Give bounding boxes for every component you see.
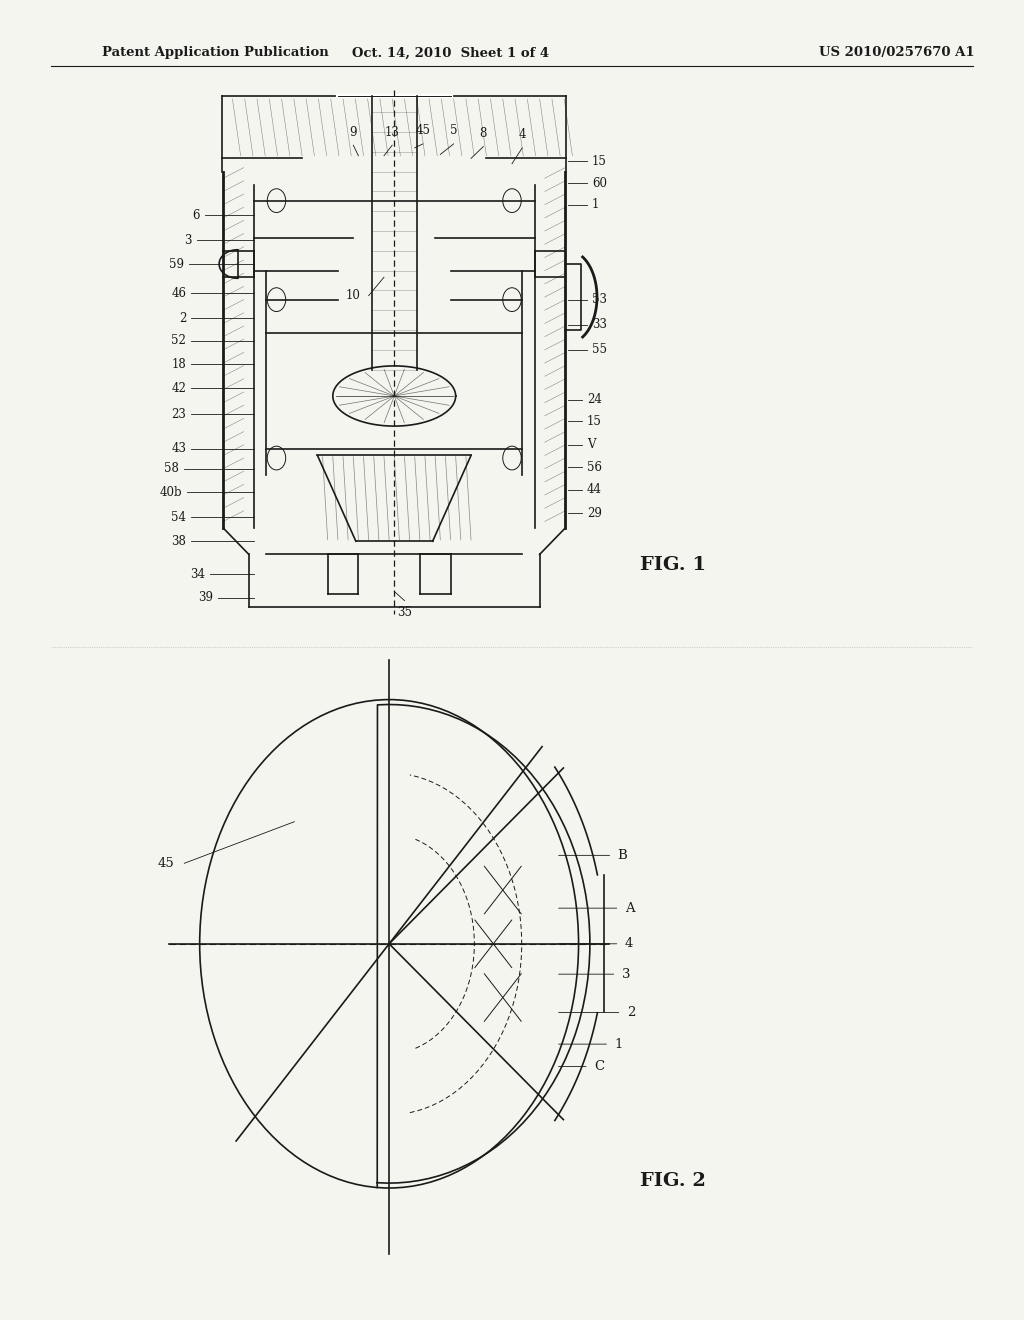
Text: 38: 38 [171, 535, 186, 548]
Text: 18: 18 [172, 358, 186, 371]
Text: 43: 43 [171, 442, 186, 455]
Text: 24: 24 [587, 393, 602, 407]
Text: Oct. 14, 2010  Sheet 1 of 4: Oct. 14, 2010 Sheet 1 of 4 [352, 46, 549, 59]
Text: 2: 2 [627, 1006, 635, 1019]
Text: 53: 53 [592, 293, 607, 306]
Text: 1: 1 [592, 198, 599, 211]
Text: 60: 60 [592, 177, 607, 190]
Text: 34: 34 [189, 568, 205, 581]
Text: 44: 44 [587, 483, 602, 496]
Text: Patent Application Publication: Patent Application Publication [102, 46, 329, 59]
Text: 3: 3 [184, 234, 191, 247]
Text: 13: 13 [385, 125, 399, 139]
Text: 56: 56 [587, 461, 602, 474]
Text: 39: 39 [198, 591, 213, 605]
Text: 4: 4 [625, 937, 633, 950]
Text: 58: 58 [164, 462, 179, 475]
Text: 52: 52 [171, 334, 186, 347]
Text: 15: 15 [587, 414, 602, 428]
Text: 10: 10 [345, 289, 360, 302]
Text: 42: 42 [171, 381, 186, 395]
Text: 9: 9 [349, 125, 357, 139]
Text: 55: 55 [592, 343, 607, 356]
Text: 46: 46 [171, 286, 186, 300]
Text: 54: 54 [171, 511, 186, 524]
Text: 23: 23 [171, 408, 186, 421]
Text: 3: 3 [622, 968, 630, 981]
Text: 33: 33 [592, 318, 607, 331]
Text: FIG. 1: FIG. 1 [640, 556, 707, 574]
Text: 6: 6 [193, 209, 200, 222]
Text: 45: 45 [158, 857, 174, 870]
Text: 59: 59 [169, 257, 184, 271]
Text: 40b: 40b [160, 486, 182, 499]
Text: 2: 2 [179, 312, 186, 325]
Text: 35: 35 [397, 606, 412, 619]
Text: 15: 15 [592, 154, 607, 168]
Text: B: B [617, 849, 628, 862]
Text: 1: 1 [614, 1038, 623, 1051]
Text: 29: 29 [587, 507, 602, 520]
Text: US 2010/0257670 A1: US 2010/0257670 A1 [819, 46, 975, 59]
Text: FIG. 2: FIG. 2 [640, 1172, 706, 1191]
Text: C: C [594, 1060, 604, 1073]
Text: 5: 5 [450, 124, 458, 137]
Text: V: V [587, 438, 595, 451]
Text: 8: 8 [479, 127, 487, 140]
Text: 4: 4 [518, 128, 526, 141]
Text: 45: 45 [416, 124, 430, 137]
Text: A: A [625, 902, 634, 915]
